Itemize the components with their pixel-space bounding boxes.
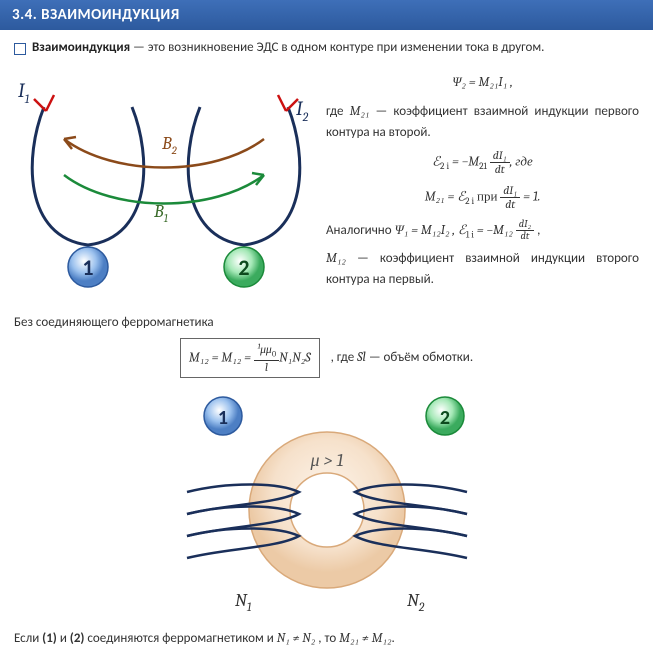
caption-no-ferro: Без соединяющего ферромагнетика	[14, 315, 639, 330]
badge-1-d2: 1	[204, 397, 242, 435]
content-area: Взаимоиндукция — это возникновение ЭДС в…	[0, 30, 653, 656]
i2-label: I2	[296, 97, 309, 124]
final-line: Если (1) и (2) соединяются ферромагнетик…	[14, 630, 639, 646]
eq-m21-desc: где M₂₁ — коэффициент взаимной индукции …	[326, 102, 639, 144]
definition-row: Взаимоиндукция — это возникновение ЭДС в…	[14, 40, 639, 55]
badge-2: 2	[224, 247, 264, 287]
n1-label: N1	[235, 590, 252, 612]
definition-dash: —	[130, 40, 148, 55]
definition-body: это возникновение ЭДС в одном контуре пр…	[148, 40, 545, 55]
definition-text: Взаимоиндукция — это возникновение ЭДС в…	[32, 40, 544, 55]
top-block: I1 I2 B2 B1	[14, 67, 639, 301]
section-title: 3.4. ВЗАИМОИНДУКЦИЯ	[12, 6, 180, 24]
formula-box: M₁₂ = M₁₂ = ¹μμ0lN₁N₂S	[180, 338, 320, 378]
badge-2-text: 2	[238, 254, 249, 281]
bullet-icon	[14, 43, 26, 55]
loop-2-arrow	[278, 95, 298, 111]
badge-1-text: 1	[82, 254, 93, 281]
badge-1-d2-text: 1	[217, 406, 227, 430]
loop-1-arrow	[34, 95, 54, 111]
eq-emf2: ℰ2 i = −M21 dI₁dt, где	[326, 149, 639, 176]
formula-after: , где Sl — объём обмотки.	[331, 350, 474, 365]
diagram-1-svg: I1 I2 B2 B1	[14, 67, 314, 297]
formula-row: M₁₂ = M₁₂ = ¹μμ0lN₁N₂S , где Sl — объём …	[14, 338, 639, 378]
loop-1	[32, 107, 144, 245]
badge-2-d2-text: 2	[439, 406, 449, 430]
b2-label: B2	[161, 133, 178, 157]
eq-m21-value: M₂₁ = ℰ2 i при dI₁dt = 1.	[326, 184, 639, 211]
eq-m12-desc: M₁₂ — коэффициент взаимной индукции втор…	[326, 249, 639, 291]
diagram-2: μ > 1 1 2 N1	[14, 392, 639, 616]
diagram-2-svg: μ > 1 1 2 N1	[157, 392, 497, 612]
mu-label: μ > 1	[309, 450, 343, 471]
badge-1: 1	[68, 247, 108, 287]
section-header: 3.4. ВЗАИМОИНДУКЦИЯ	[0, 0, 653, 30]
equations-block: Ψ₂ = M₂₁I₁ , где M₂₁ — коэффициент взаим…	[326, 67, 639, 301]
eq-psi2: Ψ₂ = M₂₁I₁ ,	[326, 73, 639, 94]
eq-analogous: Аналогично Ψ₁ = M₁₂I₂ , ℰ1 i = −M₁₂ dI₂d…	[326, 219, 639, 244]
field-b1	[64, 175, 264, 204]
diagram-1: I1 I2 B2 B1	[14, 67, 314, 301]
definition-term: Взаимоиндукция	[32, 40, 130, 55]
loop-2	[188, 107, 300, 245]
i1-label: I1	[18, 79, 30, 106]
badge-2-d2: 2	[426, 397, 464, 435]
n2-label: N2	[407, 590, 425, 612]
